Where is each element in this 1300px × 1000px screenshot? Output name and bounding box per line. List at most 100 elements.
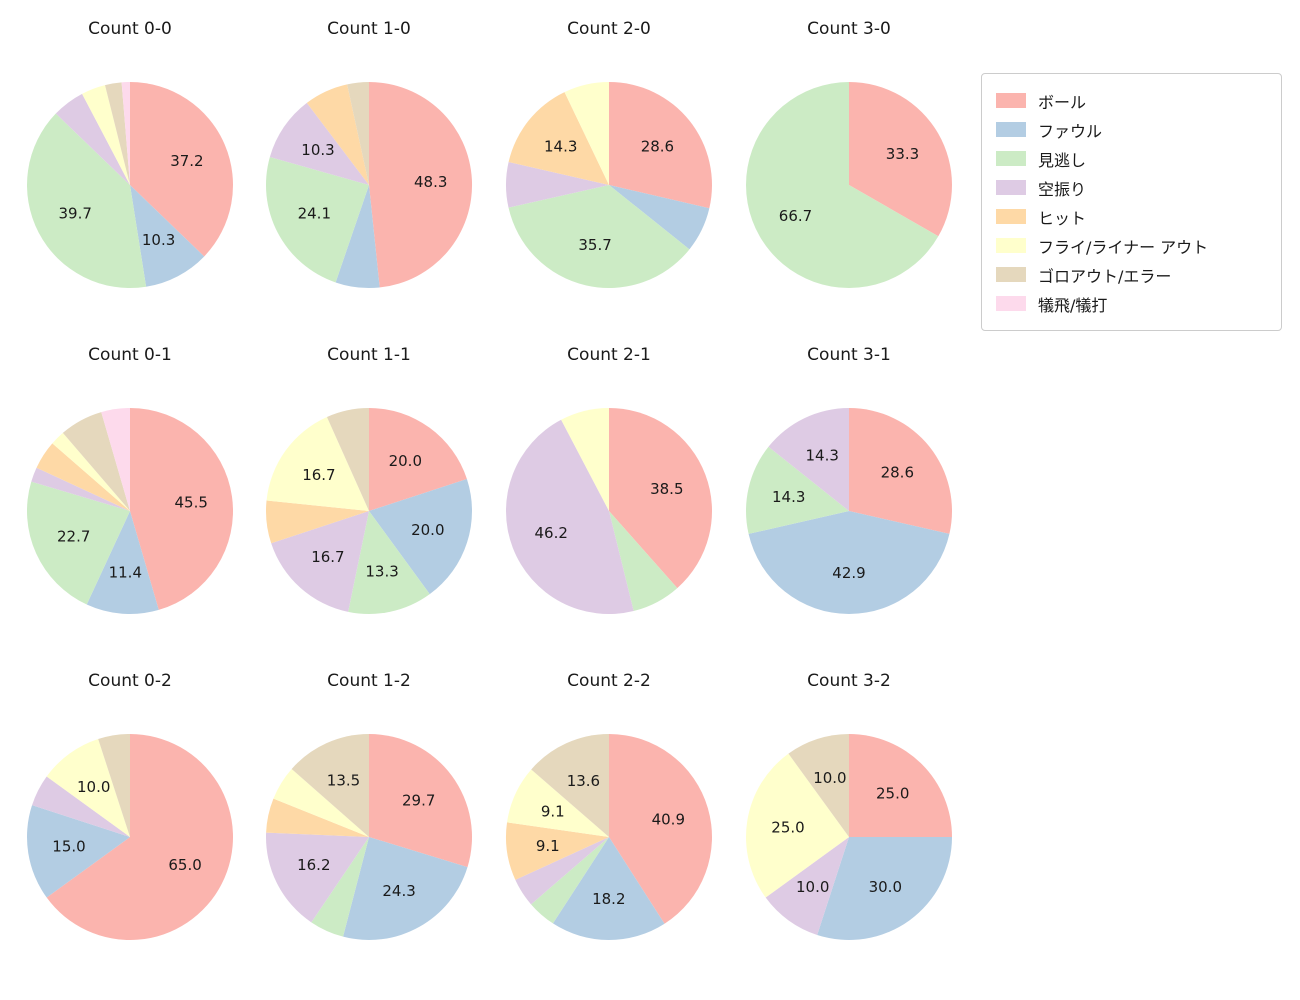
pie-slice-空振り (55, 93, 130, 185)
pie-slice-ファウル (552, 837, 665, 941)
pie-chart-count-1-1: Count 1-1 20.0 20.0 13.3 16.7 16.7 (263, 340, 475, 617)
legend-swatch (996, 122, 1026, 137)
chart-title: Count 1-0 (327, 19, 411, 39)
pie-slice-ゴロアウト/エラー (788, 734, 849, 837)
pie-chart-count-0-0: Count 0-0 37.2 10.3 39.7 (24, 14, 236, 291)
pie-slice-見逃し (745, 446, 849, 534)
pie-slice-見逃し (531, 837, 609, 924)
pie-percent-label: 37.2 (170, 152, 203, 170)
pie-slice-空振り (515, 837, 609, 905)
pie-slice-空振り (765, 837, 849, 935)
pie-slice-ゴロアウト/エラー (105, 82, 130, 185)
legend-label: ボール (1038, 92, 1087, 112)
pie-percent-label: 45.5 (174, 493, 207, 511)
pie-slice-ファウル (609, 185, 710, 250)
pie-percent-label: 28.6 (641, 138, 674, 156)
pie-percent-label: 24.3 (382, 882, 415, 900)
pie-percent-label: 14.3 (772, 488, 805, 506)
pie-slice-ヒット (306, 84, 369, 185)
pie-percent-label: 24.1 (298, 205, 331, 223)
pie-percent-label: 20.0 (411, 521, 444, 539)
chart-title: Count 3-1 (807, 345, 891, 365)
chart-title: Count 0-1 (88, 345, 172, 365)
legend-swatch (996, 180, 1026, 195)
pie-slice-ボール (609, 82, 712, 209)
pie-slice-ファウル (343, 837, 468, 941)
pie: 25.0 30.0 10.0 25.0 10.0 (746, 734, 952, 941)
pie-percent-label: 25.0 (876, 784, 909, 802)
pie-slice-フライ/ライナー アウト (46, 739, 130, 837)
pie-chart-count-1-0: Count 1-0 48.3 24.1 10.3 (263, 14, 475, 291)
legend-item: ヒット (996, 202, 1267, 231)
legend-swatch (996, 238, 1026, 253)
pie-slice-空振り (505, 419, 634, 615)
pie-slice-ボール (46, 734, 234, 940)
legend-swatch (996, 93, 1026, 108)
pie-percent-label: 9.1 (541, 802, 565, 820)
legend-label: 空振り (1038, 179, 1087, 199)
pie-percent-label: 10.0 (77, 778, 110, 796)
pie: 38.5 46.2 (505, 408, 713, 615)
pie-percent-label: 38.5 (650, 480, 683, 498)
pie-slice-ゴロアウト/エラー (531, 734, 609, 837)
pie-percent-label: 10.0 (813, 769, 846, 787)
pie-slice-見逃し (348, 511, 430, 614)
legend-label: ヒット (1038, 208, 1087, 228)
pie-slice-空振り (505, 162, 609, 208)
legend-item: ボール (996, 86, 1267, 115)
pie-slice-ゴロアウト/エラー (347, 82, 369, 185)
legend-item: 犠飛/犠打 (996, 289, 1267, 318)
pie-slice-フライ/ライナー アウト (82, 85, 130, 185)
pie-slice-犠飛/犠打 (121, 81, 130, 185)
chart-title: Count 0-0 (88, 19, 172, 39)
pie-slice-フライ/ライナー アウト (561, 408, 609, 511)
pie-chart-count-2-0: Count 2-0 28.6 35.7 14.3 (503, 14, 715, 291)
pie: 29.7 24.3 16.2 13.5 (265, 734, 473, 941)
pie: 37.2 10.3 39.7 (27, 81, 234, 288)
pie: 48.3 24.1 10.3 (265, 81, 473, 289)
pie: 65.0 15.0 10.0 (26, 734, 234, 940)
pie-percent-label: 39.7 (58, 205, 91, 223)
pie-percent-label: 46.2 (534, 524, 567, 542)
pie-percent-label: 35.7 (578, 236, 611, 254)
legend-label: 見逃し (1038, 150, 1087, 170)
pie-slice-ボール (849, 82, 952, 237)
chart-title: Count 3-2 (807, 671, 891, 691)
pie-percent-label: 14.3 (544, 137, 577, 155)
pie-slice-空振り (265, 832, 369, 923)
pie-slice-見逃し (26, 481, 130, 605)
pie-slice-空振り (32, 776, 130, 837)
pie-slice-ボール (609, 734, 712, 924)
pie-slice-ボール (369, 408, 467, 511)
legend-item: 見逃し (996, 144, 1267, 173)
pie-slice-ボール (369, 81, 473, 288)
pie-slice-見逃し (311, 837, 369, 937)
pie-slice-ファウル (26, 805, 130, 898)
legend-item: フライ/ライナー アウト (996, 231, 1267, 260)
pie-slice-犠飛/犠打 (101, 408, 130, 511)
pie-slice-見逃し (508, 185, 690, 289)
pie-chart-count-3-2: Count 3-2 25.0 30.0 10.0 25.0 10.0 (743, 666, 955, 943)
pie-slice-フライ/ライナー アウト (266, 416, 369, 511)
pie-percent-label: 28.6 (881, 464, 914, 482)
pie-slice-ヒット (505, 822, 609, 880)
pie-percent-label: 13.3 (365, 562, 398, 580)
pie-percent-label: 16.7 (311, 548, 344, 566)
pie-percent-label: 10.3 (301, 141, 334, 159)
legend-item: ゴロアウト/エラー (996, 260, 1267, 289)
pie-slice-ボール (849, 734, 952, 837)
pie-slice-フライ/ライナー アウト (507, 769, 609, 837)
chart-title: Count 3-0 (807, 19, 891, 39)
pie-chart-count-0-1: Count 0-1 45.5 11.4 22.7 (24, 340, 236, 617)
legend-label: ゴロアウト/エラー (1038, 266, 1172, 286)
pie: 45.5 11.4 22.7 (26, 408, 234, 615)
chart-title: Count 1-2 (327, 671, 411, 691)
pie-slice-空振り (31, 467, 130, 511)
legend-label: ファウル (1038, 121, 1103, 141)
pie-slice-フライ/ライナー アウト (52, 432, 130, 511)
pie-slice-ファウル (130, 185, 205, 287)
pie-slice-ファウル (86, 511, 159, 615)
legend-swatch (996, 151, 1026, 166)
pie-slice-空振り (768, 408, 849, 511)
pie-slice-ヒット (508, 92, 609, 185)
